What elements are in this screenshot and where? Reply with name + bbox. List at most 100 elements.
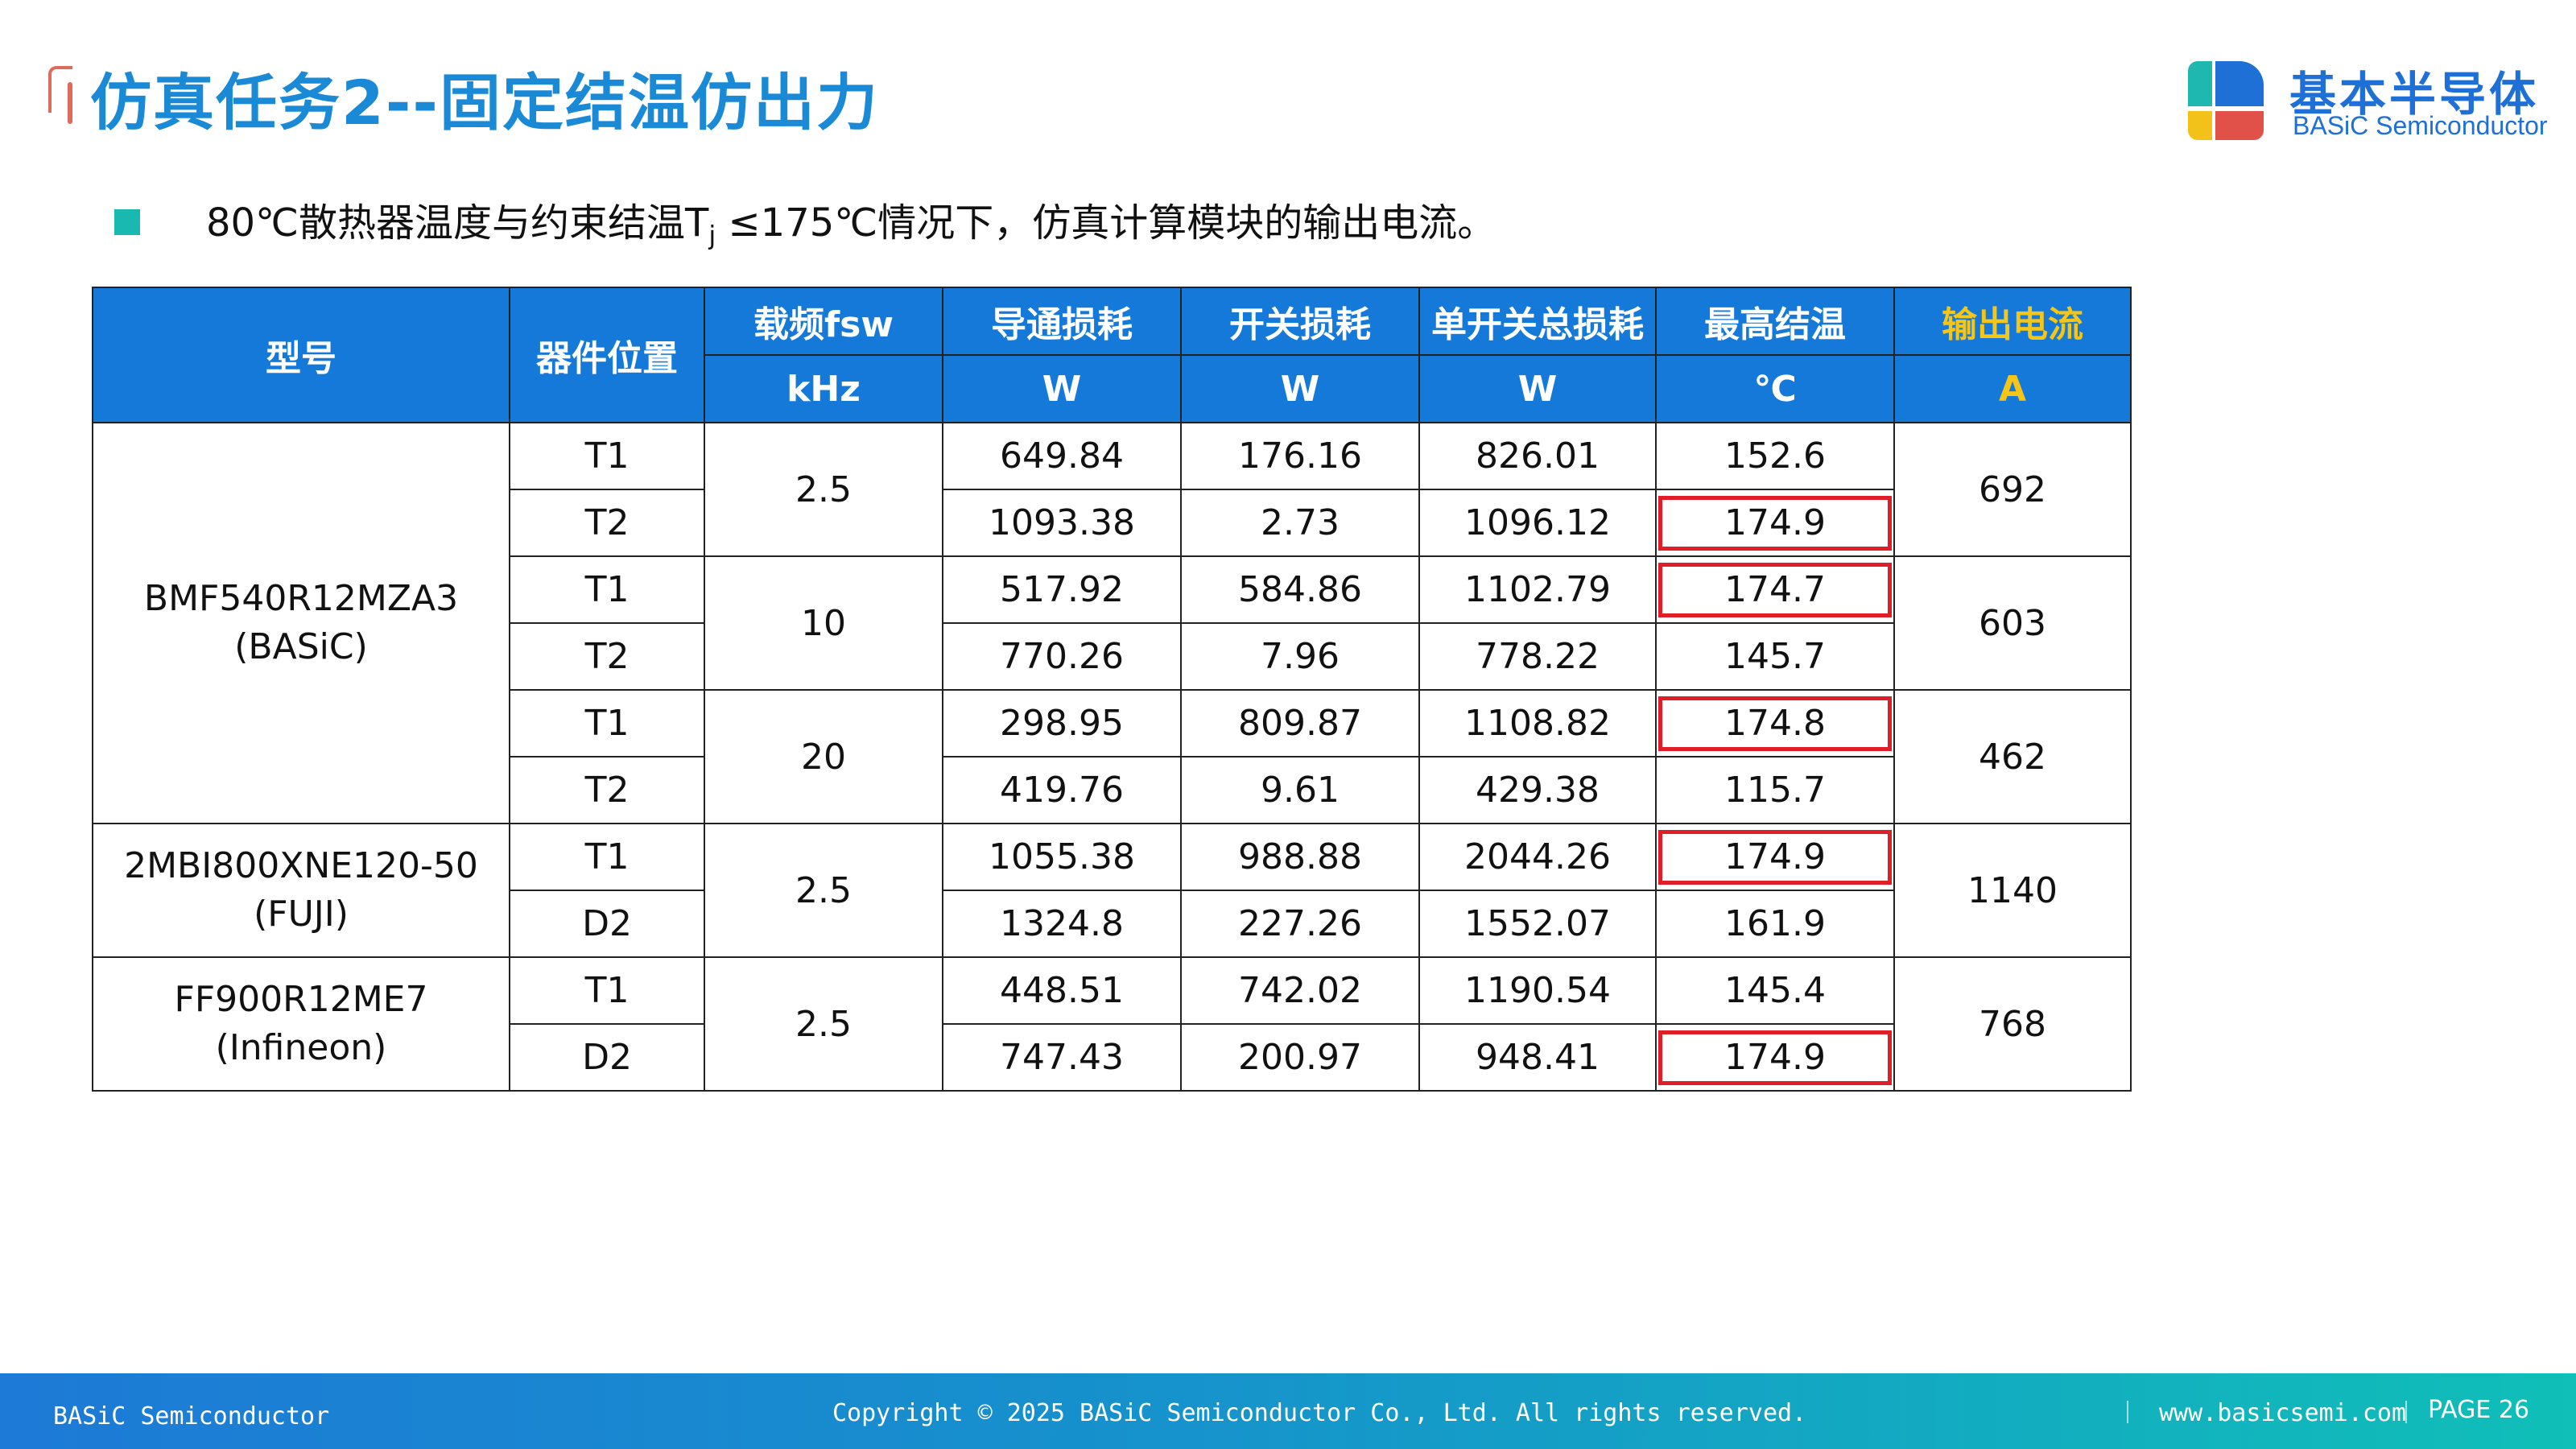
header-output-current: 输出电流	[1893, 287, 2132, 356]
table-row: T1 20 298.95 809.87 1108.82 174.8 462	[93, 689, 2132, 824]
limit-highlight-box: 174.9	[1658, 1030, 1892, 1085]
max-tj-cell: 115.7	[1655, 756, 1895, 824]
position-cell: D2	[509, 890, 705, 958]
fsw-cell: 2.5	[704, 823, 943, 958]
logo-mark-icon	[2188, 61, 2268, 142]
limit-highlight-box: 174.7	[1658, 562, 1892, 617]
table-row: BMF540R12MZA3 (BASiC) T1 2.5 649.84 176.1…	[92, 422, 2132, 824]
model-vendor: (BASiC)	[234, 626, 368, 667]
header-conduction-loss: 导通损耗	[942, 287, 1182, 356]
model-name: FF900R12ME7	[174, 979, 428, 1020]
total-loss-cell: 429.38	[1418, 756, 1657, 824]
header-total-loss: 单开关总损耗	[1418, 287, 1657, 356]
max-tj-cell-flagged: 174.8	[1655, 689, 1895, 758]
table-row: T2 1093.38 2.73 1096.12 174.9	[93, 489, 2131, 557]
page-title: 仿真任务2--固定结温仿出力	[90, 67, 879, 138]
total-loss-cell: 2044.26	[1418, 823, 1657, 891]
bullet-text-end: ≤175℃情况下，仿真计算模块的输出电流。	[716, 200, 1496, 246]
footer-divider	[2405, 1401, 2407, 1423]
conduction-loss-cell: 448.51	[942, 956, 1182, 1025]
model-cell: BMF540R12MZA3 (BASiC)	[92, 422, 510, 824]
conduction-loss-cell: 649.84	[942, 422, 1182, 490]
model-vendor: (FUJI)	[254, 894, 349, 935]
conduction-loss-cell: 517.92	[942, 555, 1182, 624]
model-vendor: (Infineon)	[215, 1027, 387, 1068]
unit-switching-loss: W	[1180, 354, 1420, 423]
total-loss-cell: 1552.07	[1418, 890, 1657, 958]
output-current-cell: 603	[1893, 555, 2132, 691]
table-row: T2 770.26 7.96 778.22 145.7	[93, 622, 2131, 691]
footer-divider	[2127, 1401, 2128, 1423]
model-cell: FF900R12ME7 (Infineon)	[92, 956, 510, 1092]
bullet-square-icon	[114, 209, 140, 235]
switching-loss-cell: 200.97	[1180, 1023, 1420, 1092]
max-tj-cell-flagged: 174.7	[1655, 555, 1895, 624]
limit-highlight-box: 174.9	[1658, 495, 1892, 551]
max-tj-cell-flagged: 174.9	[1655, 1023, 1895, 1092]
table-row: T1 10 517.92 584.86 1102.79 174.7 603	[93, 555, 2132, 691]
switching-loss-cell: 176.16	[1180, 422, 1420, 490]
conduction-loss-cell: 419.76	[942, 756, 1182, 824]
switching-loss-cell: 2.73	[1180, 489, 1420, 557]
total-loss-cell: 1096.12	[1418, 489, 1657, 557]
model-cell: 2MBI800XNE120-50 (FUJI)	[92, 823, 510, 958]
unit-total-loss: W	[1418, 354, 1657, 423]
footer-website-link[interactable]: www.basicsemi.com	[2159, 1399, 2407, 1427]
switching-loss-cell: 809.87	[1180, 689, 1420, 758]
fsw-cell: 2.5	[704, 422, 943, 557]
table-row: FF900R12ME7 (Infineon) T1 2.5 448.51 742.…	[92, 956, 2132, 1092]
bullet-text: 80℃散热器温度与约束结温Tj ≤175℃情况下，仿真计算模块的输出电流。	[206, 195, 1496, 264]
total-loss-cell: 1102.79	[1418, 555, 1657, 624]
simulation-results-table: 型号 器件位置 载频fsw 导通损耗 开关损耗 单开关总损耗 最高结温 输出电流…	[92, 287, 2132, 1092]
header-switching-loss: 开关损耗	[1180, 287, 1420, 356]
unit-output-current: A	[1893, 354, 2132, 423]
output-current-cell: 768	[1893, 956, 2132, 1092]
position-cell: T1	[509, 689, 705, 758]
position-cell: D2	[509, 1023, 705, 1092]
header-model: 型号	[92, 287, 510, 423]
limit-highlight-box: 174.8	[1658, 696, 1892, 751]
limit-highlight-box: 174.9	[1658, 829, 1892, 885]
output-current-cell: 462	[1893, 689, 2132, 824]
position-cell: T1	[509, 422, 705, 490]
model-name: 2MBI800XNE120-50	[124, 845, 478, 886]
bullet-subscript: j	[708, 220, 716, 251]
switching-loss-cell: 9.61	[1180, 756, 1420, 824]
header-max-tj: 最高结温	[1655, 287, 1895, 356]
position-cell: T2	[509, 622, 705, 691]
title-accent-icon	[48, 66, 72, 124]
table-row: D2 1324.8 227.26 1552.07 161.9	[93, 890, 2131, 958]
fsw-cell: 20	[704, 689, 943, 824]
logo-name-cn: 基本半导体	[2289, 67, 2540, 122]
position-cell: T1	[509, 555, 705, 624]
switching-loss-cell: 988.88	[1180, 823, 1420, 891]
bullet-text-start: 80℃散热器温度与约束结温T	[206, 200, 709, 246]
total-loss-cell: 1190.54	[1418, 956, 1657, 1025]
unit-row: kHz W W W ℃ A	[93, 354, 2132, 423]
table-row: 2MBI800XNE120-50 (FUJI) T1 2.5 1055.38 98…	[92, 823, 2132, 958]
max-tj-cell: 145.4	[1655, 956, 1895, 1025]
page-number: PAGE 26	[2428, 1396, 2530, 1424]
conduction-loss-cell: 1324.8	[942, 890, 1182, 958]
unit-conduction-loss: W	[942, 354, 1182, 423]
conduction-loss-cell: 747.43	[942, 1023, 1182, 1092]
total-loss-cell: 826.01	[1418, 422, 1657, 490]
unit-fsw: kHz	[704, 354, 943, 423]
conduction-loss-cell: 770.26	[942, 622, 1182, 691]
position-cell: T1	[509, 956, 705, 1025]
header-row: 型号 器件位置 载频fsw 导通损耗 开关损耗 单开关总损耗 最高结温 输出电流	[92, 287, 2132, 423]
total-loss-cell: 948.41	[1418, 1023, 1657, 1092]
fsw-cell: 2.5	[704, 956, 943, 1092]
switching-loss-cell: 227.26	[1180, 890, 1420, 958]
total-loss-cell: 1108.82	[1418, 689, 1657, 758]
conduction-loss-cell: 1055.38	[942, 823, 1182, 891]
max-tj-cell: 145.7	[1655, 622, 1895, 691]
unit-max-tj: ℃	[1655, 354, 1895, 423]
footer-company: BASiC Semiconductor	[53, 1402, 330, 1430]
switching-loss-cell: 742.02	[1180, 956, 1420, 1025]
switching-loss-cell: 584.86	[1180, 555, 1420, 624]
table-row: D2 747.43 200.97 948.41 174.9	[93, 1023, 2131, 1092]
position-cell: T1	[509, 823, 705, 891]
conduction-loss-cell: 1093.38	[942, 489, 1182, 557]
fsw-cell: 10	[704, 555, 943, 691]
